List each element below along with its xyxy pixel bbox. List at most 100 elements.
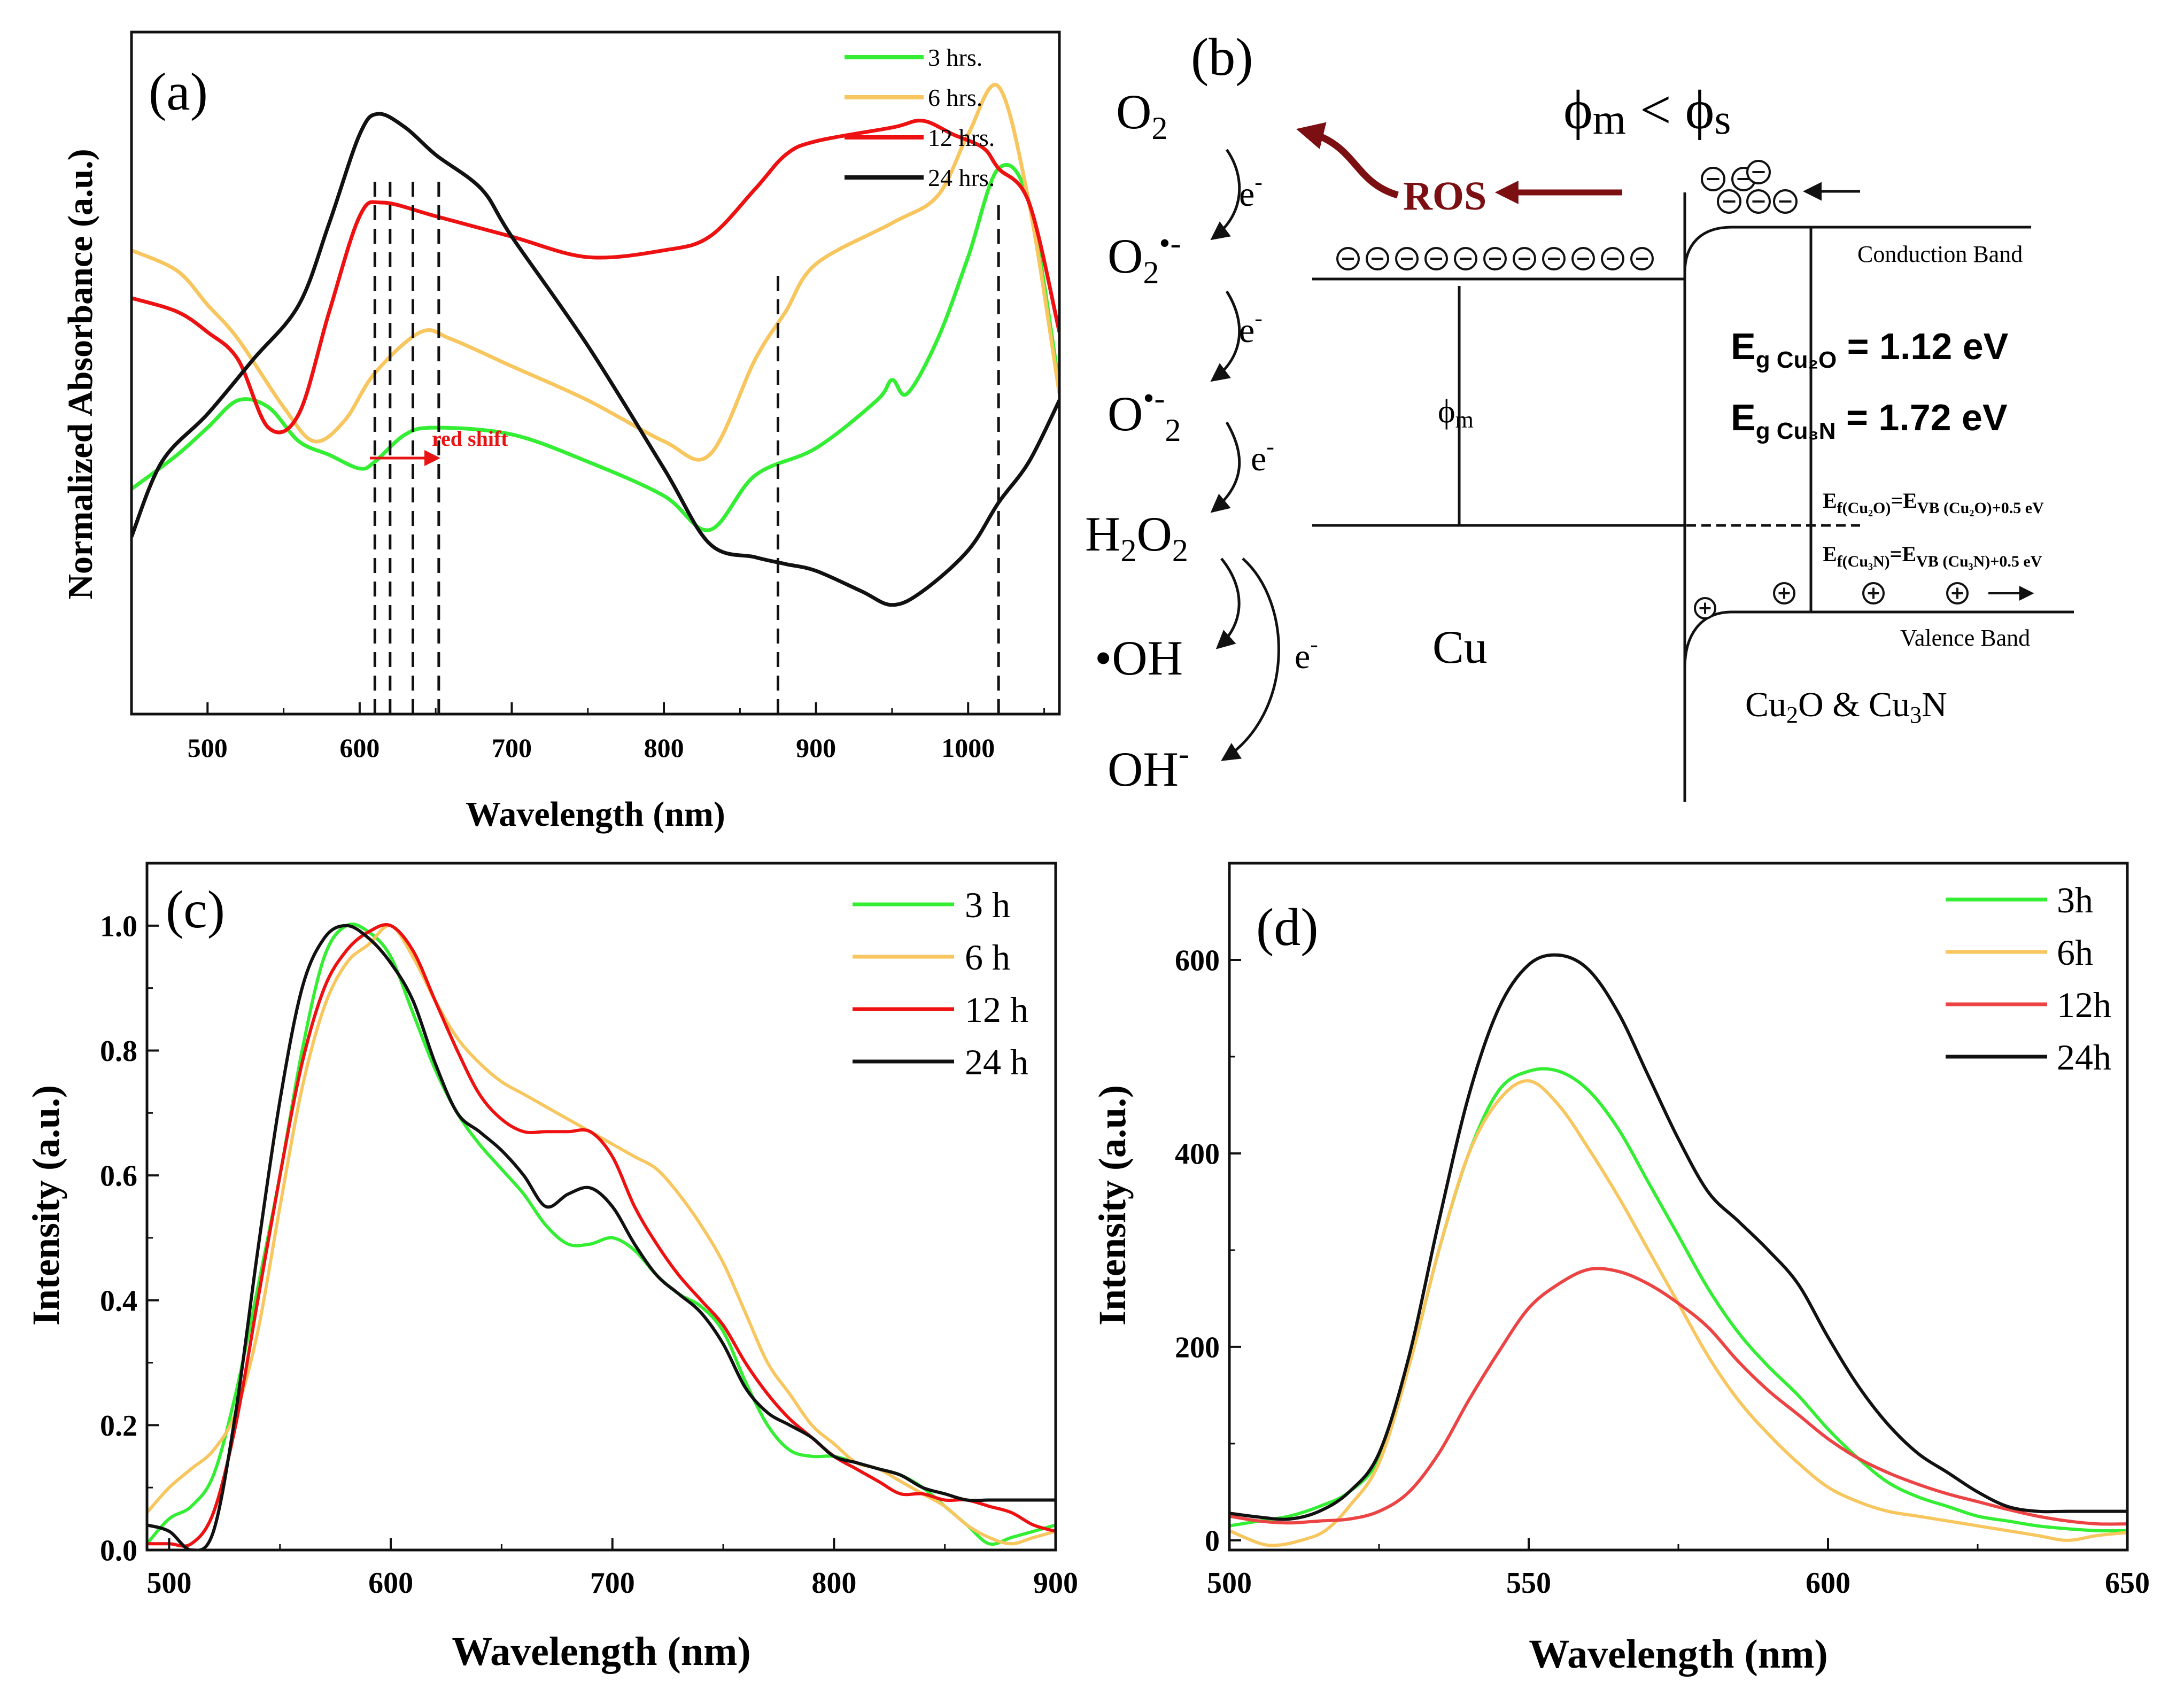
red-shift-annotation: red shift [432,427,508,451]
bandgap-cu3n: Eg Cu₃N = 1.72 eV [1731,397,2008,444]
x-tick-label: 500 [188,733,228,763]
plot-d-frame [1228,862,2129,1552]
y-tick-label: 200 [1175,1331,1220,1365]
electron-label-4: e- [1295,631,1318,676]
electron-arrow-2 [1210,290,1241,382]
panel-c-ylabel: Intensity (a.u.) [25,1085,67,1326]
x-tick-label: 550 [1506,1567,1551,1600]
panel-d-ylabel: Intensity (a.u.) [1091,1085,1134,1326]
panel-d-label: (d) [1256,897,1319,957]
plot-d-series [1229,953,2127,1547]
plot-c-frame [145,862,1057,1552]
panel-c-label: (c) [166,880,225,939]
x-tick-label: 900 [1033,1567,1078,1600]
panel-a-legend: 3 hrs. 6 hrs. 12 hrs. 24 hrs. [845,44,995,191]
valence-band-line [1683,610,2074,669]
series-line-24h [147,924,1056,1550]
legend-entry: 6 h [965,937,1010,978]
species-o-radical: O•-2 [1108,381,1181,448]
panel-b-label: (b) [1191,27,1253,87]
x-tick-label: 700 [492,733,532,763]
conduction-band-label: Conduction Band [1857,241,2023,267]
species-h2o2: H2O2 [1085,507,1188,568]
panel-d-xlabel: Wavelength (nm) [1529,1632,1827,1677]
species-hydroxyl-radical: •OH [1095,631,1183,685]
x-tick-label: 800 [811,1567,856,1600]
semiconductor-label: Cu2O & Cu3N [1745,685,1947,728]
x-tick-label: 500 [1207,1567,1252,1600]
legend-entry: 6 hrs. [928,84,982,111]
y-tick-label: 600 [1175,944,1220,978]
plot-c-ticks: 500 600 700 800 900 0.0 0.2 0.4 0.6 0.8 1.0 [100,862,1078,1600]
x-tick-label: 500 [146,1567,191,1600]
x-tick-label: 900 [796,733,836,763]
y-tick-label: 0.2 [100,1409,137,1443]
ros-label: ROS [1403,174,1486,219]
series-line-12h [1229,1267,2127,1526]
series-line-3h [147,922,1056,1546]
panel-a: 500 600 700 800 900 1000 (a) Wavelength (nm) … [61,30,1061,834]
plot-a-frame [130,30,1061,716]
plot-a-x-ticks: 500 600 700 800 900 1000 [130,702,1045,763]
legend-entry: 6h [2057,932,2093,973]
y-tick-label: 0.0 [100,1535,137,1568]
ros-curved-arrow [1296,122,1399,199]
panel-c-legend: 3 h 6 h 12 h 24 h [853,885,1028,1082]
x-tick-label: 800 [644,733,684,763]
legend-entry: 24 h [965,1042,1028,1082]
x-tick-label: 600 [368,1567,413,1600]
y-tick-label: 400 [1175,1138,1220,1171]
legend-entry: 3 h [965,885,1010,925]
species-hydroxide: OH- [1108,736,1189,796]
series-line-24hrs [131,112,1059,607]
plot-a-series [131,83,1059,714]
y-tick-label: 0.8 [100,1035,137,1068]
electron-label-2: e- [1239,305,1263,350]
series-line-12h [147,923,1056,1548]
x-tick-label: 1000 [941,733,995,763]
series-line-6h [147,924,1056,1546]
phi-m-label: ϕm [1438,393,1474,433]
electron-arrow-5 [1221,557,1280,761]
bandgap-cu2o: Eg Cu₂O = 1.12 eV [1731,326,2009,373]
electron-arrow-1 [1210,149,1241,241]
x-tick-label: 600 [339,733,380,763]
valence-band-holes [1694,582,1969,619]
series-line-3hrs [131,162,1059,532]
legend-entry: 12h [2057,985,2111,1025]
x-tick-label: 650 [2105,1567,2150,1600]
y-tick-label: 0.6 [100,1160,137,1193]
fermi-cu3n-eq: Ef(Cu₃N)=EVB (Cu₃N)+0.5 eV [1823,542,2042,570]
series-line-12hrs [131,119,1059,435]
electron-arrow-4 [1215,557,1241,649]
y-tick-label: 0.4 [100,1284,137,1318]
x-tick-label: 700 [590,1567,635,1600]
legend-entry: 24 hrs. [928,164,995,191]
electron-arrow-3 [1210,421,1241,513]
legend-entry: 24h [2057,1037,2111,1078]
species-o2: O2 [1116,84,1167,146]
electron-label-3: e- [1251,433,1274,478]
electron-label-1: e- [1239,169,1263,214]
panel-c-xlabel: Wavelength (nm) [452,1629,750,1674]
panel-a-xlabel: Wavelength (nm) [466,795,725,834]
metal-electrons [1336,247,1654,270]
metal-label: Cu [1432,622,1488,673]
plot-d-ticks: 500 550 600 650 0 200 400 600 [1175,862,2150,1600]
work-function-condition: ϕm < ϕs [1563,79,1731,143]
panel-b: (b) O2 O2•- O•-2 H2O2 •OH OH- e- e- e- e… [1085,27,2074,802]
x-tick-label: 600 [1806,1567,1850,1600]
series-line-24h [1229,953,2127,1521]
y-tick-label: 0 [1205,1525,1220,1558]
series-line-6hrs [131,83,1059,462]
panel-a-ylabel: Normalized Absorbance (a.u.) [61,149,100,599]
legend-entry: 3h [2057,880,2093,920]
valence-band-label: Valence Band [1900,625,2030,651]
legend-entry: 12 hrs. [928,124,995,151]
plot-c-series [147,922,1056,1550]
conduction-band-line [1683,226,2031,273]
series-line-6h [1229,1079,2127,1547]
fermi-cu2o-eq: Ef(Cu₂O)=EVB (Cu₂O)+0.5 eV [1823,489,2044,517]
panel-d-legend: 3h 6h 12h 24h [1946,880,2111,1078]
